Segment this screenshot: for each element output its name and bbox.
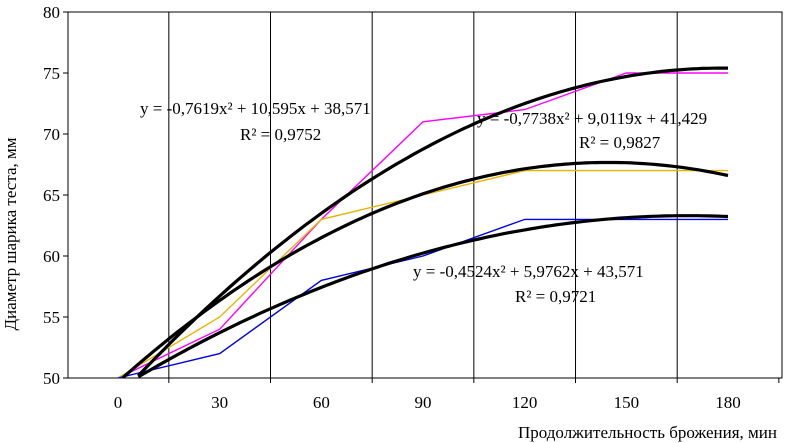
- trend-equation-2: y = -0,7738x² + 9,0119x + 41,429: [477, 109, 707, 128]
- trend-r2-2: R² = 0,9827: [579, 133, 661, 152]
- x-tick-label: 150: [614, 393, 640, 412]
- x-tick-label: 90: [415, 393, 432, 412]
- trend-r2-1: R² = 0,9752: [240, 125, 321, 144]
- trendline-3: [137, 214, 729, 379]
- trend-equation-3: y = -0,4524x² + 5,9762x + 43,571: [413, 262, 644, 281]
- y-tick-label: 75: [43, 64, 60, 83]
- y-tick-label: 60: [43, 247, 60, 266]
- x-tick-label: 120: [512, 393, 538, 412]
- x-tick-label: 0: [114, 393, 123, 412]
- x-axis-ticks: 0 30 60 90 120 150 180: [114, 378, 780, 412]
- series-line-1: [117, 72, 728, 379]
- y-axis-title: Диаметр шарика теста, мм: [1, 137, 20, 330]
- series-line-3: [117, 218, 728, 379]
- x-tick-label: 30: [211, 393, 228, 412]
- y-tick-label: 65: [43, 186, 60, 205]
- trendline-1: [137, 66, 728, 377]
- y-tick-label: 55: [43, 308, 60, 327]
- trend-r2-3: R² = 0,9721: [515, 287, 596, 306]
- y-axis-ticks: 50 55 60 65 70 75 80: [43, 3, 68, 388]
- trend-equation-1: y = -0,7619x² + 10,595x + 38,571: [140, 99, 371, 118]
- y-tick-label: 80: [43, 3, 60, 22]
- y-tick-label: 50: [43, 369, 60, 388]
- trendline-group: [122, 66, 729, 379]
- trendline-2: [122, 160, 729, 379]
- x-axis-title: Продолжительность брожения, мин: [518, 423, 777, 442]
- x-tick-label: 180: [715, 393, 741, 412]
- x-tick-label: 60: [313, 393, 330, 412]
- y-tick-label: 70: [43, 125, 60, 144]
